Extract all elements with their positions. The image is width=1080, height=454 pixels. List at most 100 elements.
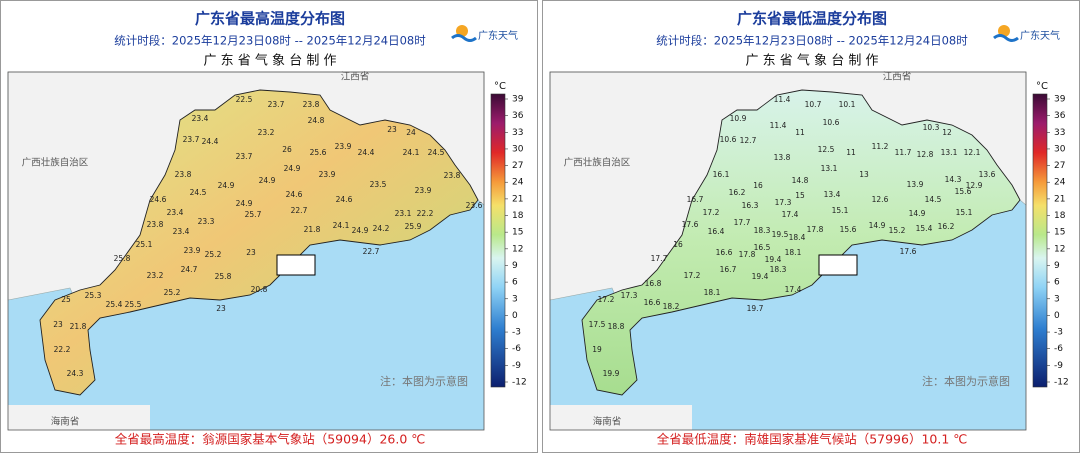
station-value: 24.5: [190, 188, 207, 197]
station-value: 23: [387, 125, 397, 134]
region-label: 江西省: [883, 71, 912, 83]
station-value: 13.6: [979, 170, 996, 179]
color-bar: [490, 93, 506, 388]
station-value: 18.1: [785, 248, 802, 257]
station-value: 13.1: [821, 164, 838, 173]
legend-tick-label: -3: [512, 328, 521, 338]
station-value: 16.5: [754, 243, 771, 252]
station-value: 19.4: [765, 255, 782, 264]
station-value: 16.7: [687, 195, 704, 204]
station-value: 25.5: [125, 300, 142, 309]
summary-footer: 全省最高温度：翁源国家基本气象站（59094）26.0 ℃: [115, 432, 426, 447]
legend-tick-label: 9: [512, 261, 518, 271]
guangdong: [581, 89, 1021, 396]
station-value: 22.7: [291, 206, 308, 215]
region-label: 江西省: [341, 71, 370, 83]
region-label: 海南省: [51, 416, 80, 428]
station-value: 16.7: [720, 265, 737, 274]
station-value: 24.9: [259, 176, 276, 185]
station-value: 25.7: [245, 210, 262, 219]
station-value: 15.2: [889, 226, 906, 235]
station-value: 23.8: [444, 171, 461, 180]
legend-tick-label: -9: [1054, 361, 1063, 371]
legend-tick-label: -12: [1054, 378, 1069, 388]
legend-tick-label: 3: [512, 294, 518, 304]
station-value: 15.6: [955, 187, 972, 196]
station-value: 11: [795, 128, 805, 137]
station-value: 16.1: [713, 170, 730, 179]
station-value: 17.8: [807, 225, 824, 234]
station-value: 24.4: [358, 148, 375, 157]
station-value: 23.9: [415, 186, 432, 195]
unit-label: °C: [494, 81, 506, 92]
station-value: 23.4: [173, 227, 190, 236]
station-value: 11.4: [770, 121, 787, 130]
station-value: 22.5: [236, 95, 253, 104]
station-value: 19.4: [752, 272, 769, 281]
station-value: 25.6: [310, 148, 327, 157]
legend-tick-label: 0: [512, 311, 518, 321]
station-value: 25.4: [106, 300, 123, 309]
region-label: 广西壮族自治区: [564, 157, 631, 169]
station-value: 25: [61, 295, 71, 304]
logo-wave: [451, 34, 477, 42]
time-period: 统计时段：2025年12月23日08时 -- 2025年12月24日08时: [114, 34, 426, 48]
station-value: 16.6: [644, 298, 661, 307]
legend-tick-label: 30: [512, 144, 524, 154]
logo-sun: [456, 25, 468, 37]
legend-tick-label: 33: [512, 128, 523, 138]
legend-tick-label: 21: [1054, 194, 1065, 204]
station-value: 15.1: [956, 208, 973, 217]
station-value: 17.2: [703, 208, 720, 217]
station-value: 23: [53, 320, 63, 329]
legend-tick-label: 18: [1054, 211, 1066, 221]
station-value: 16: [753, 181, 763, 190]
station-value: 23: [216, 304, 226, 313]
station-value: 20.8: [251, 285, 268, 294]
station-value: 13: [859, 170, 869, 179]
station-value: 23.8: [147, 220, 164, 229]
station-value: 14.8: [792, 176, 809, 185]
station-value: 23.4: [167, 208, 184, 217]
legend-tick-label: 12: [512, 244, 523, 254]
station-value: 23.7: [236, 152, 253, 161]
station-value: 23.6: [466, 201, 483, 210]
station-value: 13.4: [824, 190, 841, 199]
station-value: 23: [246, 248, 256, 257]
legend-tick-label: -12: [512, 378, 527, 388]
station-value: 25.8: [215, 272, 232, 281]
station-value: 17.4: [785, 285, 802, 294]
legend-tick-label: 0: [1054, 311, 1060, 321]
region-label: 海南省: [593, 416, 622, 428]
station-value: 24.9: [218, 181, 235, 190]
station-value: 24.4: [202, 137, 219, 146]
station-value: 17.5: [589, 320, 606, 329]
station-value: 23.5: [370, 180, 387, 189]
legend-tick-label: 15: [1054, 228, 1065, 238]
station-value: 12.5: [818, 145, 835, 154]
logo-text: 广东天气: [478, 29, 518, 42]
station-value: 23.9: [184, 246, 201, 255]
station-value: 24.7: [181, 265, 198, 274]
map-border: [549, 71, 1027, 431]
station-value: 13.9: [907, 180, 924, 189]
station-value: 25.9: [405, 222, 422, 231]
map-note: 注：本图为示意图: [380, 374, 468, 388]
logo-text: 广东天气: [1020, 29, 1060, 42]
station-value: 17.2: [684, 271, 701, 280]
station-value: 16.4: [708, 227, 725, 236]
map-border: [7, 71, 485, 431]
station-value: 15.1: [832, 206, 849, 215]
station-value: 23.8: [175, 170, 192, 179]
legend-tick-label: -6: [1054, 344, 1063, 354]
legend-tick-label: 30: [1054, 144, 1066, 154]
station-value: 24.9: [352, 226, 369, 235]
station-value: 14.3: [945, 175, 962, 184]
station-value: 24.6: [336, 195, 353, 204]
station-value: 15.6: [840, 225, 857, 234]
hainan-land: [8, 405, 150, 430]
station-value: 14.9: [869, 221, 886, 230]
color-bar: [1032, 93, 1048, 388]
